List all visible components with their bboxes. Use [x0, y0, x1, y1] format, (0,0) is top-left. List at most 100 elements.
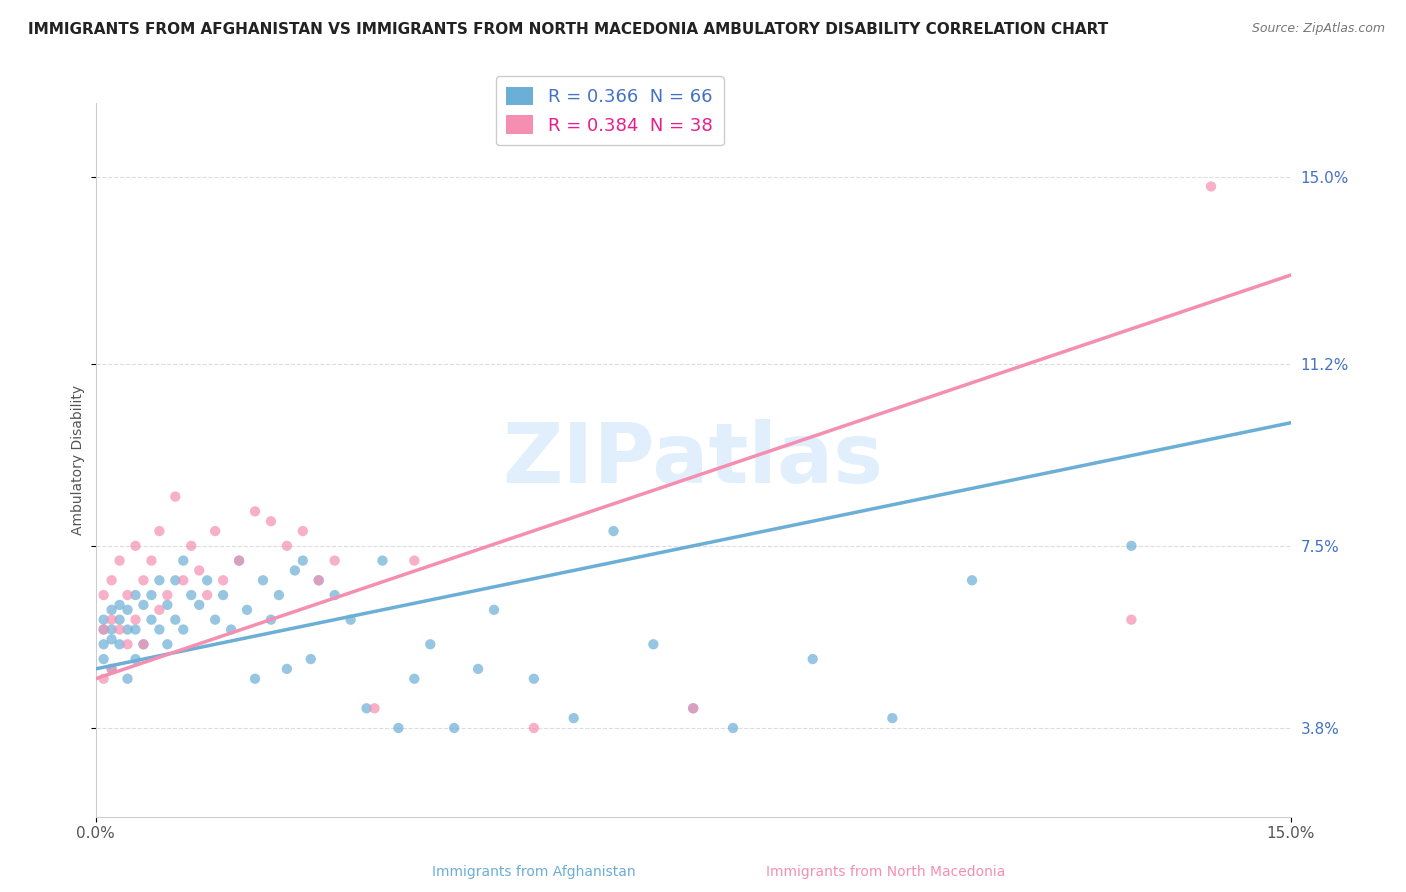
- Point: [1199, 179, 1222, 194]
- Point: [165, 613, 187, 627]
- Point: [165, 574, 187, 588]
- Point: [299, 652, 322, 666]
- Point: [682, 701, 704, 715]
- Point: [180, 539, 202, 553]
- Point: [228, 553, 250, 567]
- Point: [195, 588, 218, 602]
- Point: [212, 588, 235, 602]
- Point: [141, 588, 163, 602]
- Point: [404, 553, 426, 567]
- Point: [156, 588, 179, 602]
- Point: [404, 672, 426, 686]
- Point: [124, 613, 146, 627]
- Point: [602, 524, 624, 538]
- Point: [204, 524, 226, 538]
- Point: [308, 574, 330, 588]
- Point: [523, 721, 546, 735]
- Text: Immigrants from North Macedonia: Immigrants from North Macedonia: [766, 864, 1005, 879]
- Point: [252, 574, 274, 588]
- Point: [100, 662, 122, 676]
- Point: [124, 588, 146, 602]
- Point: [117, 603, 139, 617]
- Point: [172, 623, 194, 637]
- Point: [419, 637, 441, 651]
- Point: [141, 613, 163, 627]
- Point: [108, 553, 131, 567]
- Point: [195, 574, 218, 588]
- Point: [148, 524, 170, 538]
- Point: [387, 721, 409, 735]
- Point: [721, 721, 744, 735]
- Point: [165, 490, 187, 504]
- Point: [108, 637, 131, 651]
- Point: [523, 672, 546, 686]
- Point: [180, 588, 202, 602]
- Point: [236, 603, 259, 617]
- Text: Immigrants from Afghanistan: Immigrants from Afghanistan: [433, 864, 636, 879]
- Point: [260, 613, 283, 627]
- Point: [172, 574, 194, 588]
- Point: [882, 711, 904, 725]
- Point: [267, 588, 290, 602]
- Point: [228, 553, 250, 567]
- Point: [276, 539, 298, 553]
- Point: [212, 574, 235, 588]
- Point: [132, 574, 155, 588]
- Point: [93, 672, 115, 686]
- Point: [124, 652, 146, 666]
- Point: [156, 598, 179, 612]
- Point: [467, 662, 489, 676]
- Text: ZIPatlas: ZIPatlas: [503, 419, 884, 500]
- Point: [243, 672, 266, 686]
- Point: [323, 553, 346, 567]
- Point: [363, 701, 385, 715]
- Point: [100, 662, 122, 676]
- Point: [443, 721, 465, 735]
- Y-axis label: Ambulatory Disability: Ambulatory Disability: [72, 384, 86, 534]
- Point: [100, 603, 122, 617]
- Point: [141, 553, 163, 567]
- Point: [93, 652, 115, 666]
- Point: [148, 574, 170, 588]
- Point: [1121, 539, 1143, 553]
- Point: [100, 574, 122, 588]
- Point: [117, 672, 139, 686]
- Point: [188, 564, 211, 578]
- Point: [1121, 613, 1143, 627]
- Point: [93, 623, 115, 637]
- Point: [284, 564, 307, 578]
- Point: [291, 553, 314, 567]
- Point: [356, 701, 378, 715]
- Point: [682, 701, 704, 715]
- Point: [117, 588, 139, 602]
- Point: [323, 588, 346, 602]
- Text: IMMIGRANTS FROM AFGHANISTAN VS IMMIGRANTS FROM NORTH MACEDONIA AMBULATORY DISABI: IMMIGRANTS FROM AFGHANISTAN VS IMMIGRANT…: [28, 22, 1108, 37]
- Point: [132, 637, 155, 651]
- Point: [801, 652, 824, 666]
- Point: [276, 662, 298, 676]
- Point: [93, 637, 115, 651]
- Point: [156, 637, 179, 651]
- Point: [108, 598, 131, 612]
- Point: [243, 504, 266, 518]
- Point: [172, 553, 194, 567]
- Point: [371, 553, 394, 567]
- Point: [100, 613, 122, 627]
- Point: [562, 711, 585, 725]
- Point: [117, 637, 139, 651]
- Point: [93, 623, 115, 637]
- Text: Source: ZipAtlas.com: Source: ZipAtlas.com: [1251, 22, 1385, 36]
- Point: [124, 623, 146, 637]
- Point: [108, 623, 131, 637]
- Point: [339, 613, 361, 627]
- Point: [108, 613, 131, 627]
- Point: [482, 603, 505, 617]
- Point: [132, 598, 155, 612]
- Point: [132, 637, 155, 651]
- Point: [188, 598, 211, 612]
- Point: [204, 613, 226, 627]
- Point: [291, 524, 314, 538]
- Point: [308, 574, 330, 588]
- Point: [124, 539, 146, 553]
- Point: [93, 588, 115, 602]
